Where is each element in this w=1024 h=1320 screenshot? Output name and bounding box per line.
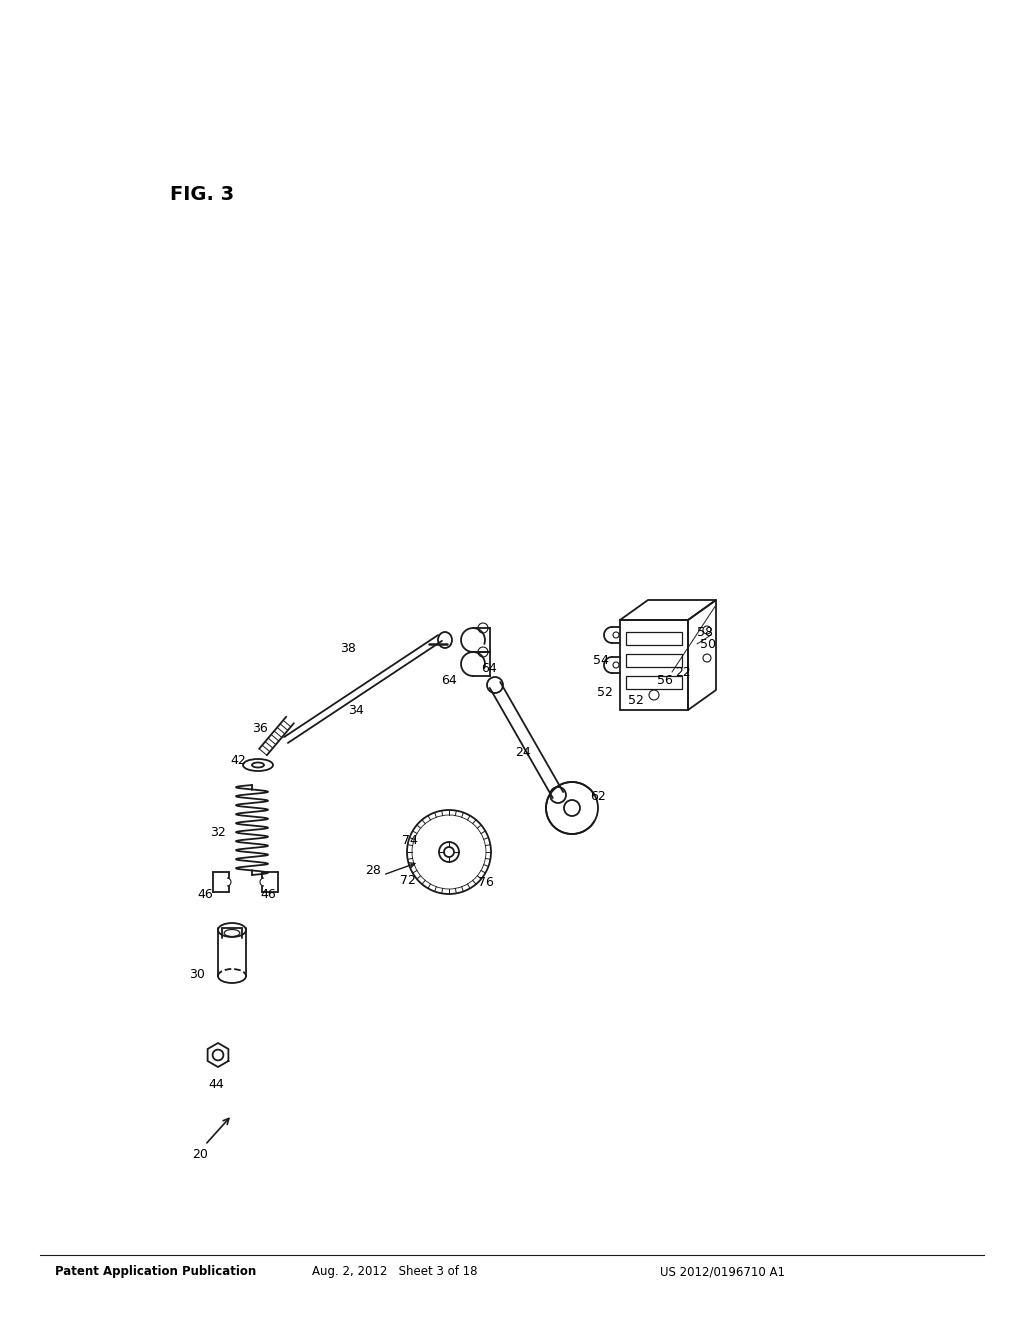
Text: 74: 74 [402,833,418,846]
Text: FIG. 3: FIG. 3 [170,186,234,205]
Text: 64: 64 [481,661,497,675]
Text: 52: 52 [597,686,613,700]
Bar [626,653,682,667]
Text: 52: 52 [628,693,644,706]
Text: 30: 30 [189,969,205,982]
Text: 36: 36 [252,722,267,734]
Text: 38: 38 [340,642,356,655]
Text: 72: 72 [400,874,416,887]
Text: Patent Application Publication: Patent Application Publication [55,1266,256,1279]
Text: 54: 54 [593,653,609,667]
Text: 22: 22 [675,665,691,678]
Text: 28: 28 [365,863,381,876]
Text: 64: 64 [441,673,457,686]
Text: 32: 32 [210,825,225,838]
Text: Aug. 2, 2012   Sheet 3 of 18: Aug. 2, 2012 Sheet 3 of 18 [312,1266,478,1279]
Text: 24: 24 [515,746,530,759]
Text: 62: 62 [590,789,606,803]
Bar [626,632,682,645]
Text: 44: 44 [208,1078,224,1092]
Text: 58: 58 [697,626,713,639]
Text: 76: 76 [478,876,494,890]
Text: 46: 46 [197,888,213,902]
Text: 42: 42 [230,754,246,767]
Text: 34: 34 [348,704,364,717]
Text: 50: 50 [700,638,716,651]
Text: 46: 46 [260,888,275,902]
Text: 56: 56 [657,675,673,688]
Bar [620,620,688,710]
Bar [626,676,682,689]
Text: US 2012/0196710 A1: US 2012/0196710 A1 [660,1266,785,1279]
Text: 20: 20 [193,1148,208,1162]
